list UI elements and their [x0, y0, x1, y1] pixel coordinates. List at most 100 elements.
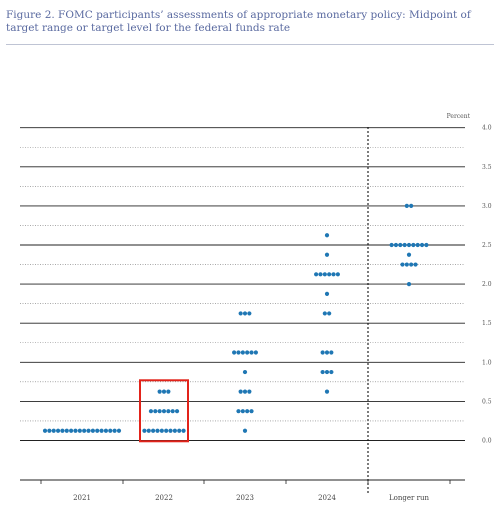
data-dot	[172, 428, 177, 433]
data-dot	[55, 428, 61, 433]
highlight-box-2022	[139, 379, 189, 443]
data-dot	[116, 428, 122, 433]
data-dot	[398, 242, 403, 248]
data-dot	[42, 428, 48, 433]
x-axis-labels: 2021 2022 2023 2024 Longer run	[73, 494, 429, 502]
data-dot	[142, 428, 147, 433]
data-dot	[411, 242, 416, 248]
data-dot	[64, 428, 69, 433]
data-dot	[166, 409, 171, 414]
data-dot	[112, 428, 117, 433]
data-dot	[108, 428, 113, 433]
data-dot	[161, 409, 167, 414]
caption-divider	[6, 44, 494, 45]
data-dot	[245, 350, 250, 355]
data-dot	[404, 262, 409, 267]
x-axis-label: Longer run	[389, 494, 429, 502]
data-dot	[73, 428, 78, 433]
y-tick-label: 4.0	[482, 125, 492, 132]
data-dot	[324, 233, 330, 238]
data-dot	[170, 409, 175, 414]
y-tick-label: 2.0	[482, 281, 492, 288]
overlay	[139, 379, 189, 443]
data-dot	[47, 428, 52, 433]
data-dot	[174, 409, 180, 414]
y-tick-label: 0.5	[482, 398, 492, 405]
data-dot	[95, 428, 100, 433]
data-dot	[424, 242, 429, 248]
data-dot	[406, 282, 412, 287]
data-dot	[331, 272, 336, 277]
data-dot	[240, 409, 245, 414]
data-dot	[320, 369, 325, 375]
data-dot	[247, 389, 252, 394]
data-dot	[324, 389, 330, 394]
data-dot	[324, 291, 330, 296]
data-dot	[232, 350, 237, 355]
data-dot	[238, 389, 243, 394]
data-dot	[181, 428, 186, 433]
data-dot	[99, 428, 104, 433]
y-tick-label: 0.0	[482, 438, 492, 445]
x-axis-label: 2024	[318, 494, 336, 502]
data-dot	[242, 311, 248, 316]
data-dot	[155, 428, 160, 433]
data-dot	[236, 350, 241, 355]
y-tick-label: 1.5	[482, 320, 492, 327]
data-dot	[253, 350, 258, 355]
x-axis-label: 2023	[236, 494, 254, 502]
y-tick-label: 2.5	[482, 242, 492, 249]
data-dot	[320, 350, 325, 355]
data-dot	[419, 242, 425, 248]
figure-caption: Figure 2. FOMC participants’ assessments…	[6, 9, 471, 34]
data-dot	[69, 428, 74, 433]
data-dot	[153, 409, 158, 414]
data-dot	[406, 242, 412, 248]
data-dot	[324, 350, 330, 355]
y-axis-label: Percent	[447, 113, 471, 120]
data-dot	[177, 428, 182, 433]
data-dot	[103, 428, 109, 433]
data-dot	[242, 428, 248, 433]
data-dot	[240, 350, 245, 355]
data-dot	[86, 428, 91, 433]
data-dot	[242, 369, 248, 375]
y-tick-label: 1.0	[482, 359, 492, 366]
data-dot	[60, 428, 65, 433]
data-dot	[413, 262, 418, 267]
data-dot	[404, 203, 409, 208]
data-dot	[329, 369, 334, 375]
data-dot	[335, 272, 340, 277]
data-dot	[406, 252, 412, 257]
y-tick-label: 3.5	[482, 164, 492, 171]
data-dot	[415, 242, 420, 248]
data-dot	[409, 262, 414, 267]
data-dot	[157, 409, 162, 414]
data-dot	[314, 272, 319, 277]
y-tick-label: 3.0	[482, 203, 492, 210]
data-dot	[77, 428, 82, 433]
data-dot	[238, 311, 243, 316]
data-dot	[324, 252, 330, 257]
data-dot	[324, 369, 330, 375]
data-dot	[249, 409, 254, 414]
data-dot	[166, 389, 171, 394]
data-dot	[409, 203, 414, 208]
data-dot	[329, 350, 334, 355]
y-axis-tick-labels: 4.0 3.5 3.0 2.5 2.0 1.5 1.0 0.5 0.0	[482, 125, 492, 445]
data-dot	[151, 428, 156, 433]
data-dot	[168, 428, 173, 433]
data-dot	[51, 428, 56, 433]
x-axis-label: 2021	[73, 494, 91, 502]
data-dot	[242, 389, 248, 394]
data-dot	[245, 409, 250, 414]
data-dot	[322, 272, 327, 277]
gridlines	[20, 127, 465, 494]
data-dot	[327, 311, 332, 316]
data-dot	[148, 409, 154, 414]
data-dot	[400, 262, 405, 267]
data-dot	[236, 409, 241, 414]
data-dot	[146, 428, 151, 433]
data-dot	[402, 242, 407, 248]
